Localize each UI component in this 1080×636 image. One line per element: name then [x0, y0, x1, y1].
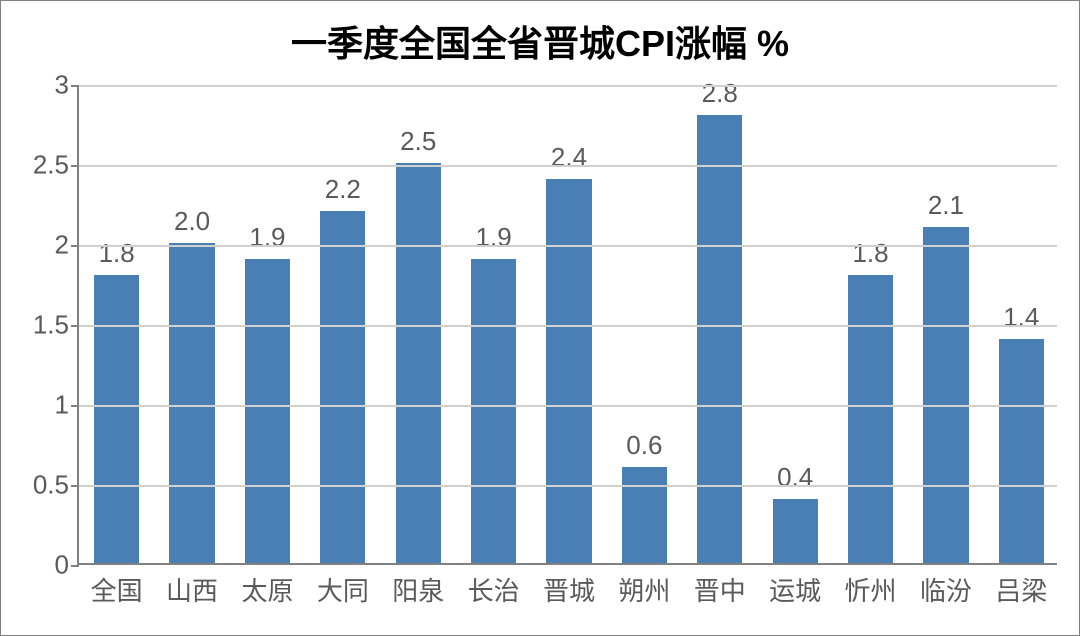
bar-value-label: 1.8 [99, 238, 135, 275]
x-tick-label: 忻州 [845, 563, 897, 608]
y-tick-label: 0.5 [33, 470, 79, 501]
bar: 2.4 [546, 179, 591, 563]
x-tick-label: 长治 [468, 563, 520, 608]
chart-title: 一季度全国全省晋城CPI涨幅 % [1, 15, 1079, 67]
y-tick-label: 1.5 [33, 310, 79, 341]
bar: 0.6 [622, 467, 667, 563]
y-tick-label: 3 [55, 70, 79, 101]
x-tick-label: 太原 [241, 563, 293, 608]
x-tick-label: 阳泉 [392, 563, 444, 608]
bar: 2.2 [320, 211, 365, 563]
bar-value-label: 0.6 [626, 430, 662, 467]
x-tick-label: 吕梁 [995, 563, 1047, 608]
x-tick-label: 大同 [317, 563, 369, 608]
bar-value-label: 2.2 [325, 174, 361, 211]
bar-value-label: 2.4 [551, 142, 587, 179]
bar: 2.5 [396, 163, 441, 563]
grid-line [79, 245, 1057, 247]
bar-value-label: 1.9 [249, 222, 285, 259]
grid-line [79, 165, 1057, 167]
bar-value-label: 2.0 [174, 206, 210, 243]
bar-value-label: 0.4 [777, 462, 813, 499]
bar: 2.1 [923, 227, 968, 563]
bar-value-label: 2.1 [928, 190, 964, 227]
grid-line [79, 405, 1057, 407]
grid-line [79, 485, 1057, 487]
bar: 1.8 [848, 275, 893, 563]
x-tick-label: 晋城 [543, 563, 595, 608]
y-tick-label: 2.5 [33, 150, 79, 181]
grid-line [79, 85, 1057, 87]
x-tick-label: 山西 [166, 563, 218, 608]
bars-layer: 1.8 2.0 1.9 2.2 2.5 1.9 2.4 0.6 2.8 0.4 1.8 2.1 1.4 [79, 85, 1057, 563]
x-tick-label: 朔州 [618, 563, 670, 608]
bar: 1.4 [999, 339, 1044, 563]
bar-value-label: 2.5 [400, 126, 436, 163]
bar-value-label: 1.4 [1003, 302, 1039, 339]
grid-line [79, 325, 1057, 327]
bar: 1.9 [471, 259, 516, 563]
bar-value-label: 2.8 [702, 78, 738, 115]
x-tick-label: 临汾 [920, 563, 972, 608]
y-tick-label: 0 [55, 550, 79, 581]
y-tick-label: 1 [55, 390, 79, 421]
bar: 2.0 [169, 243, 214, 563]
bar: 0.4 [773, 499, 818, 563]
bar-value-label: 1.8 [852, 238, 888, 275]
x-tick-label: 晋中 [694, 563, 746, 608]
y-tick-label: 2 [55, 230, 79, 261]
bar: 1.8 [94, 275, 139, 563]
x-tick-label: 全国 [91, 563, 143, 608]
bar-value-label: 1.9 [476, 222, 512, 259]
plot-area: 1.82.01.92.22.51.92.40.62.80.41.82.11.4 … [77, 85, 1057, 565]
bar: 1.9 [245, 259, 290, 563]
chart-container: 一季度全国全省晋城CPI涨幅 % 1.8 2.0 1.9 2.2 2.5 1.9 2.4 0.… [0, 0, 1080, 636]
bar: 2.8 [697, 115, 742, 563]
x-tick-label: 运城 [769, 563, 821, 608]
